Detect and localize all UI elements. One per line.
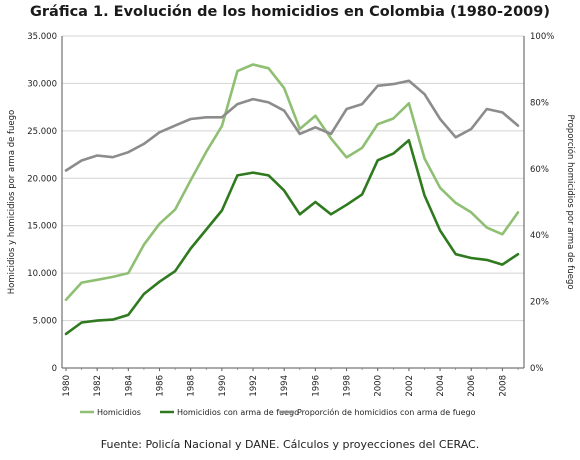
- series-lines: [64, 63, 520, 336]
- y-tick-label-right: 80%: [530, 98, 549, 108]
- y-tick-label-right: 60%: [530, 165, 549, 175]
- x-tick-label: 1982: [93, 375, 103, 397]
- series-line-1: [64, 139, 520, 336]
- x-tick-label: 2002: [405, 375, 415, 397]
- x-tick-label: 2006: [467, 375, 477, 397]
- x-tick-label: 1984: [124, 375, 134, 397]
- y-tick-label-left: 30.000: [27, 79, 57, 89]
- legend-label: Homicidios: [97, 408, 141, 417]
- y-tick-label-left: 35.000: [27, 32, 57, 42]
- legend-label: Homicidios con arma de fuego: [177, 408, 299, 417]
- y-tick-label-right: 20%: [530, 298, 549, 308]
- legend: Homicidios Homicidios con arma de fuegoPr…: [80, 407, 476, 417]
- y-tick-label-left: 0: [52, 364, 57, 374]
- axes: [61, 36, 525, 371]
- y-tick-label-left: 5.000: [33, 317, 57, 327]
- series-line-2: [64, 79, 520, 172]
- x-tick-label: 1996: [311, 375, 321, 397]
- x-tick-label: 1994: [280, 375, 290, 397]
- y-tick-label-left: 15.000: [27, 222, 57, 232]
- y-tick-label-right: 100%: [530, 32, 554, 42]
- y-tick-label-right: 40%: [530, 231, 549, 241]
- x-tick-label: 1980: [62, 375, 72, 397]
- y-axis-label-left: Homicidios y homicidios por arma de fueg…: [7, 110, 17, 295]
- x-tick-label: 2008: [498, 375, 508, 397]
- y-tick-label-left: 20.000: [27, 174, 57, 184]
- x-tick-label: 2004: [436, 375, 446, 397]
- y-tick-label-left: 25.000: [27, 127, 57, 137]
- x-tick-label: 1988: [187, 375, 197, 397]
- y-tick-label-right: 0%: [530, 364, 544, 374]
- x-tick-label: 1990: [218, 375, 228, 397]
- y-tick-label-left: 10.000: [27, 269, 57, 279]
- x-tick-label: 1986: [156, 375, 166, 397]
- gridlines: [62, 35, 524, 322]
- series-line-0: [64, 63, 520, 302]
- x-tick-label: 2000: [374, 375, 384, 397]
- x-tick-label: 1998: [343, 375, 353, 397]
- y-axis-label-right: Proporción homicidios por arma de fuego: [565, 114, 576, 289]
- legend-label: Proporción de homicidios con arma de fue…: [297, 407, 476, 417]
- chart-title: Gráfica 1. Evolución de los homicidios e…: [30, 4, 550, 20]
- chart-source: Fuente: Policía Nacional y DANE. Cálculo…: [100, 438, 480, 451]
- x-tick-label: 1992: [249, 375, 259, 397]
- tick-labels: 0 5.000 10.000 15.000 20.000 25.000 30.000 35.0…: [27, 32, 554, 397]
